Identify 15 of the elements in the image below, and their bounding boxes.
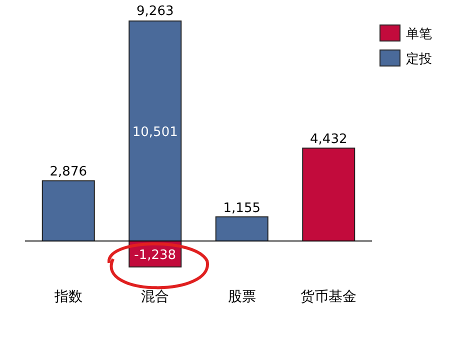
data-label: -1,238 <box>134 248 176 263</box>
x-tick-label: 指数 <box>53 289 82 305</box>
legend-label: 单笔 <box>406 27 432 42</box>
data-label: 4,432 <box>310 132 348 148</box>
data-label: 10,501 <box>132 125 178 140</box>
legend-label: 定投 <box>406 52 432 67</box>
bar <box>302 148 356 242</box>
data-label: 1,155 <box>223 200 260 216</box>
x-tick-label: 混合 <box>141 289 170 305</box>
total: 9,263 <box>136 4 174 19</box>
bar <box>42 180 95 242</box>
bar <box>215 216 268 242</box>
x-tick-label: 货币基金 <box>300 289 357 305</box>
x-tick-label: 股票 <box>228 289 256 305</box>
data-label: 2,876 <box>50 164 87 180</box>
